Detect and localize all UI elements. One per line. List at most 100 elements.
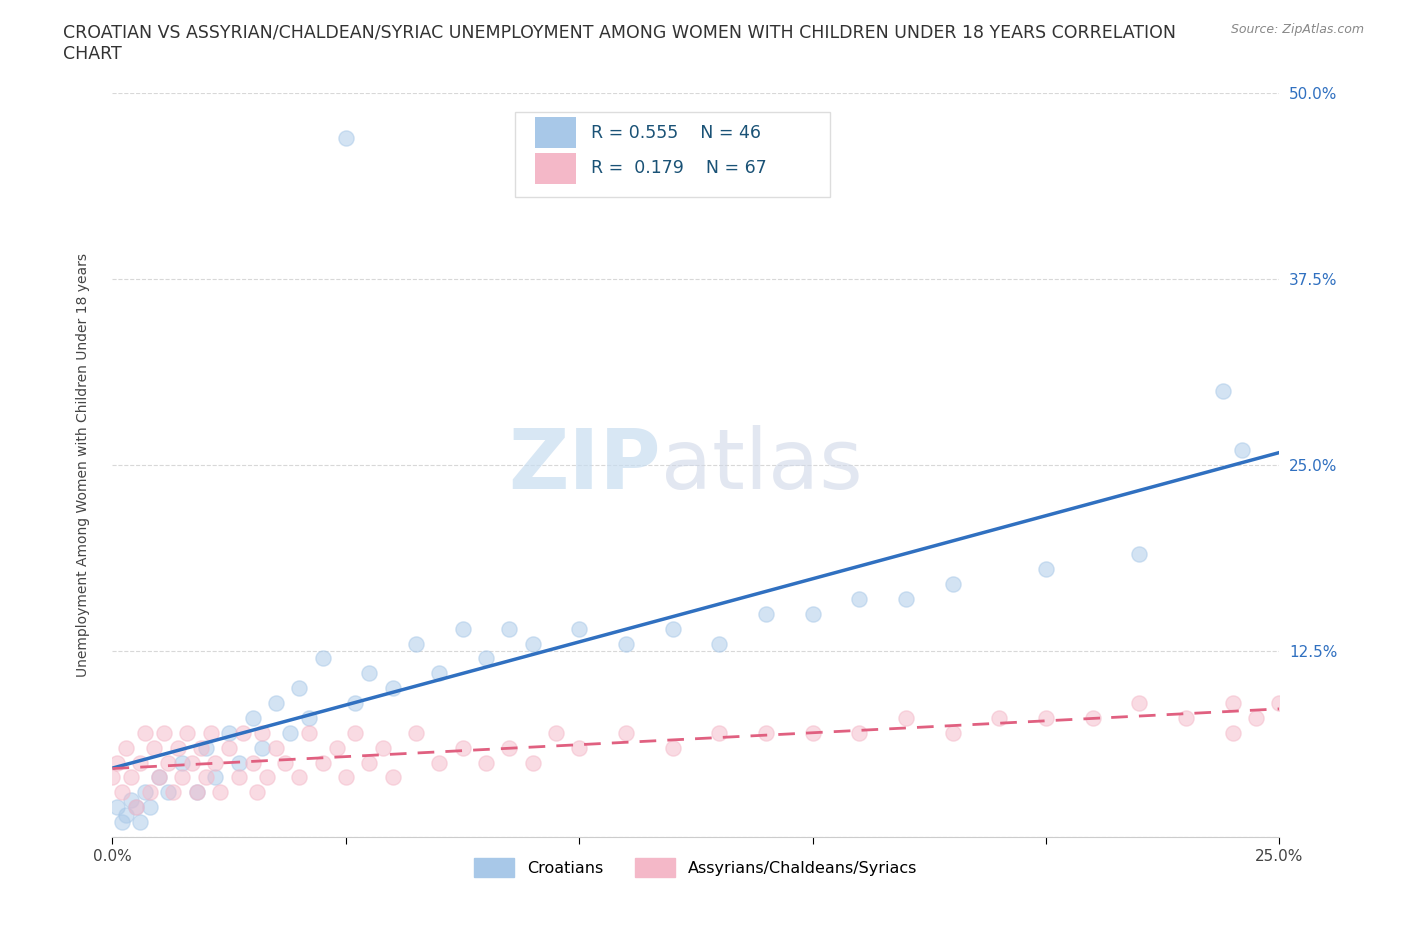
- Point: [186, 785, 208, 800]
- Point: [134, 785, 156, 800]
- Text: R = 0.555    N = 46: R = 0.555 N = 46: [591, 124, 761, 141]
- Point: [250, 725, 273, 740]
- Point: [278, 725, 301, 740]
- Point: [755, 606, 778, 621]
- Point: [204, 755, 226, 770]
- Point: [544, 725, 567, 740]
- Point: [325, 740, 347, 755]
- Point: [427, 755, 450, 770]
- Point: [208, 785, 231, 800]
- Text: R =  0.179    N = 67: R = 0.179 N = 67: [591, 159, 766, 178]
- Point: [190, 740, 212, 755]
- Point: [311, 755, 333, 770]
- Point: [405, 725, 427, 740]
- Point: [256, 770, 278, 785]
- Point: [246, 785, 269, 800]
- Point: [264, 740, 287, 755]
- Point: [451, 621, 474, 636]
- Point: [894, 591, 917, 606]
- Point: [1222, 725, 1244, 740]
- Point: [218, 740, 240, 755]
- Point: [120, 770, 142, 785]
- Point: [1230, 443, 1253, 458]
- Point: [176, 725, 198, 740]
- Point: [1175, 711, 1198, 725]
- Point: [661, 621, 683, 636]
- Point: [451, 740, 474, 755]
- Y-axis label: Unemployment Among Women with Children Under 18 years: Unemployment Among Women with Children U…: [76, 253, 90, 677]
- Point: [1128, 547, 1150, 562]
- Point: [166, 740, 188, 755]
- Point: [157, 755, 180, 770]
- Point: [143, 740, 166, 755]
- Point: [801, 606, 824, 621]
- Point: [498, 740, 520, 755]
- Point: [194, 770, 217, 785]
- Point: [274, 755, 297, 770]
- FancyBboxPatch shape: [534, 153, 576, 184]
- Text: Source: ZipAtlas.com: Source: ZipAtlas.com: [1230, 23, 1364, 36]
- Point: [101, 770, 124, 785]
- Point: [111, 815, 134, 830]
- Text: CROATIAN VS ASSYRIAN/CHALDEAN/SYRIAC UNEMPLOYMENT AMONG WOMEN WITH CHILDREN UNDE: CROATIAN VS ASSYRIAN/CHALDEAN/SYRIAC UNE…: [63, 23, 1177, 41]
- Point: [125, 800, 148, 815]
- Point: [359, 755, 381, 770]
- Point: [311, 651, 333, 666]
- Point: [988, 711, 1011, 725]
- Point: [848, 725, 870, 740]
- Point: [242, 711, 264, 725]
- Point: [568, 740, 591, 755]
- Point: [115, 740, 138, 755]
- Point: [194, 740, 217, 755]
- Point: [344, 696, 367, 711]
- Point: [614, 636, 637, 651]
- Point: [129, 815, 152, 830]
- Point: [475, 755, 498, 770]
- Point: [232, 725, 254, 740]
- Point: [522, 636, 544, 651]
- Point: [172, 755, 194, 770]
- Point: [186, 785, 208, 800]
- Point: [129, 755, 152, 770]
- Point: [148, 770, 170, 785]
- Point: [942, 725, 965, 740]
- Point: [162, 785, 184, 800]
- Point: [180, 755, 202, 770]
- Point: [264, 696, 287, 711]
- Point: [1128, 696, 1150, 711]
- Point: [498, 621, 520, 636]
- Point: [200, 725, 222, 740]
- Point: [139, 785, 162, 800]
- Text: atlas: atlas: [661, 424, 863, 506]
- Point: [344, 725, 367, 740]
- Point: [288, 681, 311, 696]
- Point: [1212, 383, 1234, 398]
- Point: [288, 770, 311, 785]
- Point: [134, 725, 156, 740]
- Point: [242, 755, 264, 770]
- Point: [942, 577, 965, 591]
- Point: [148, 770, 170, 785]
- Point: [157, 785, 180, 800]
- Point: [709, 636, 731, 651]
- Point: [297, 725, 319, 740]
- Point: [427, 666, 450, 681]
- Point: [373, 740, 395, 755]
- Text: ZIP: ZIP: [509, 424, 661, 506]
- Point: [801, 725, 824, 740]
- Point: [204, 770, 226, 785]
- Point: [848, 591, 870, 606]
- Text: CHART: CHART: [63, 45, 122, 62]
- Point: [120, 792, 142, 807]
- Point: [568, 621, 591, 636]
- Point: [381, 770, 404, 785]
- Point: [115, 807, 138, 822]
- Point: [661, 740, 683, 755]
- FancyBboxPatch shape: [515, 112, 830, 197]
- Point: [228, 755, 250, 770]
- Point: [359, 666, 381, 681]
- Point: [755, 725, 778, 740]
- Point: [250, 740, 273, 755]
- Point: [111, 785, 134, 800]
- FancyBboxPatch shape: [534, 117, 576, 148]
